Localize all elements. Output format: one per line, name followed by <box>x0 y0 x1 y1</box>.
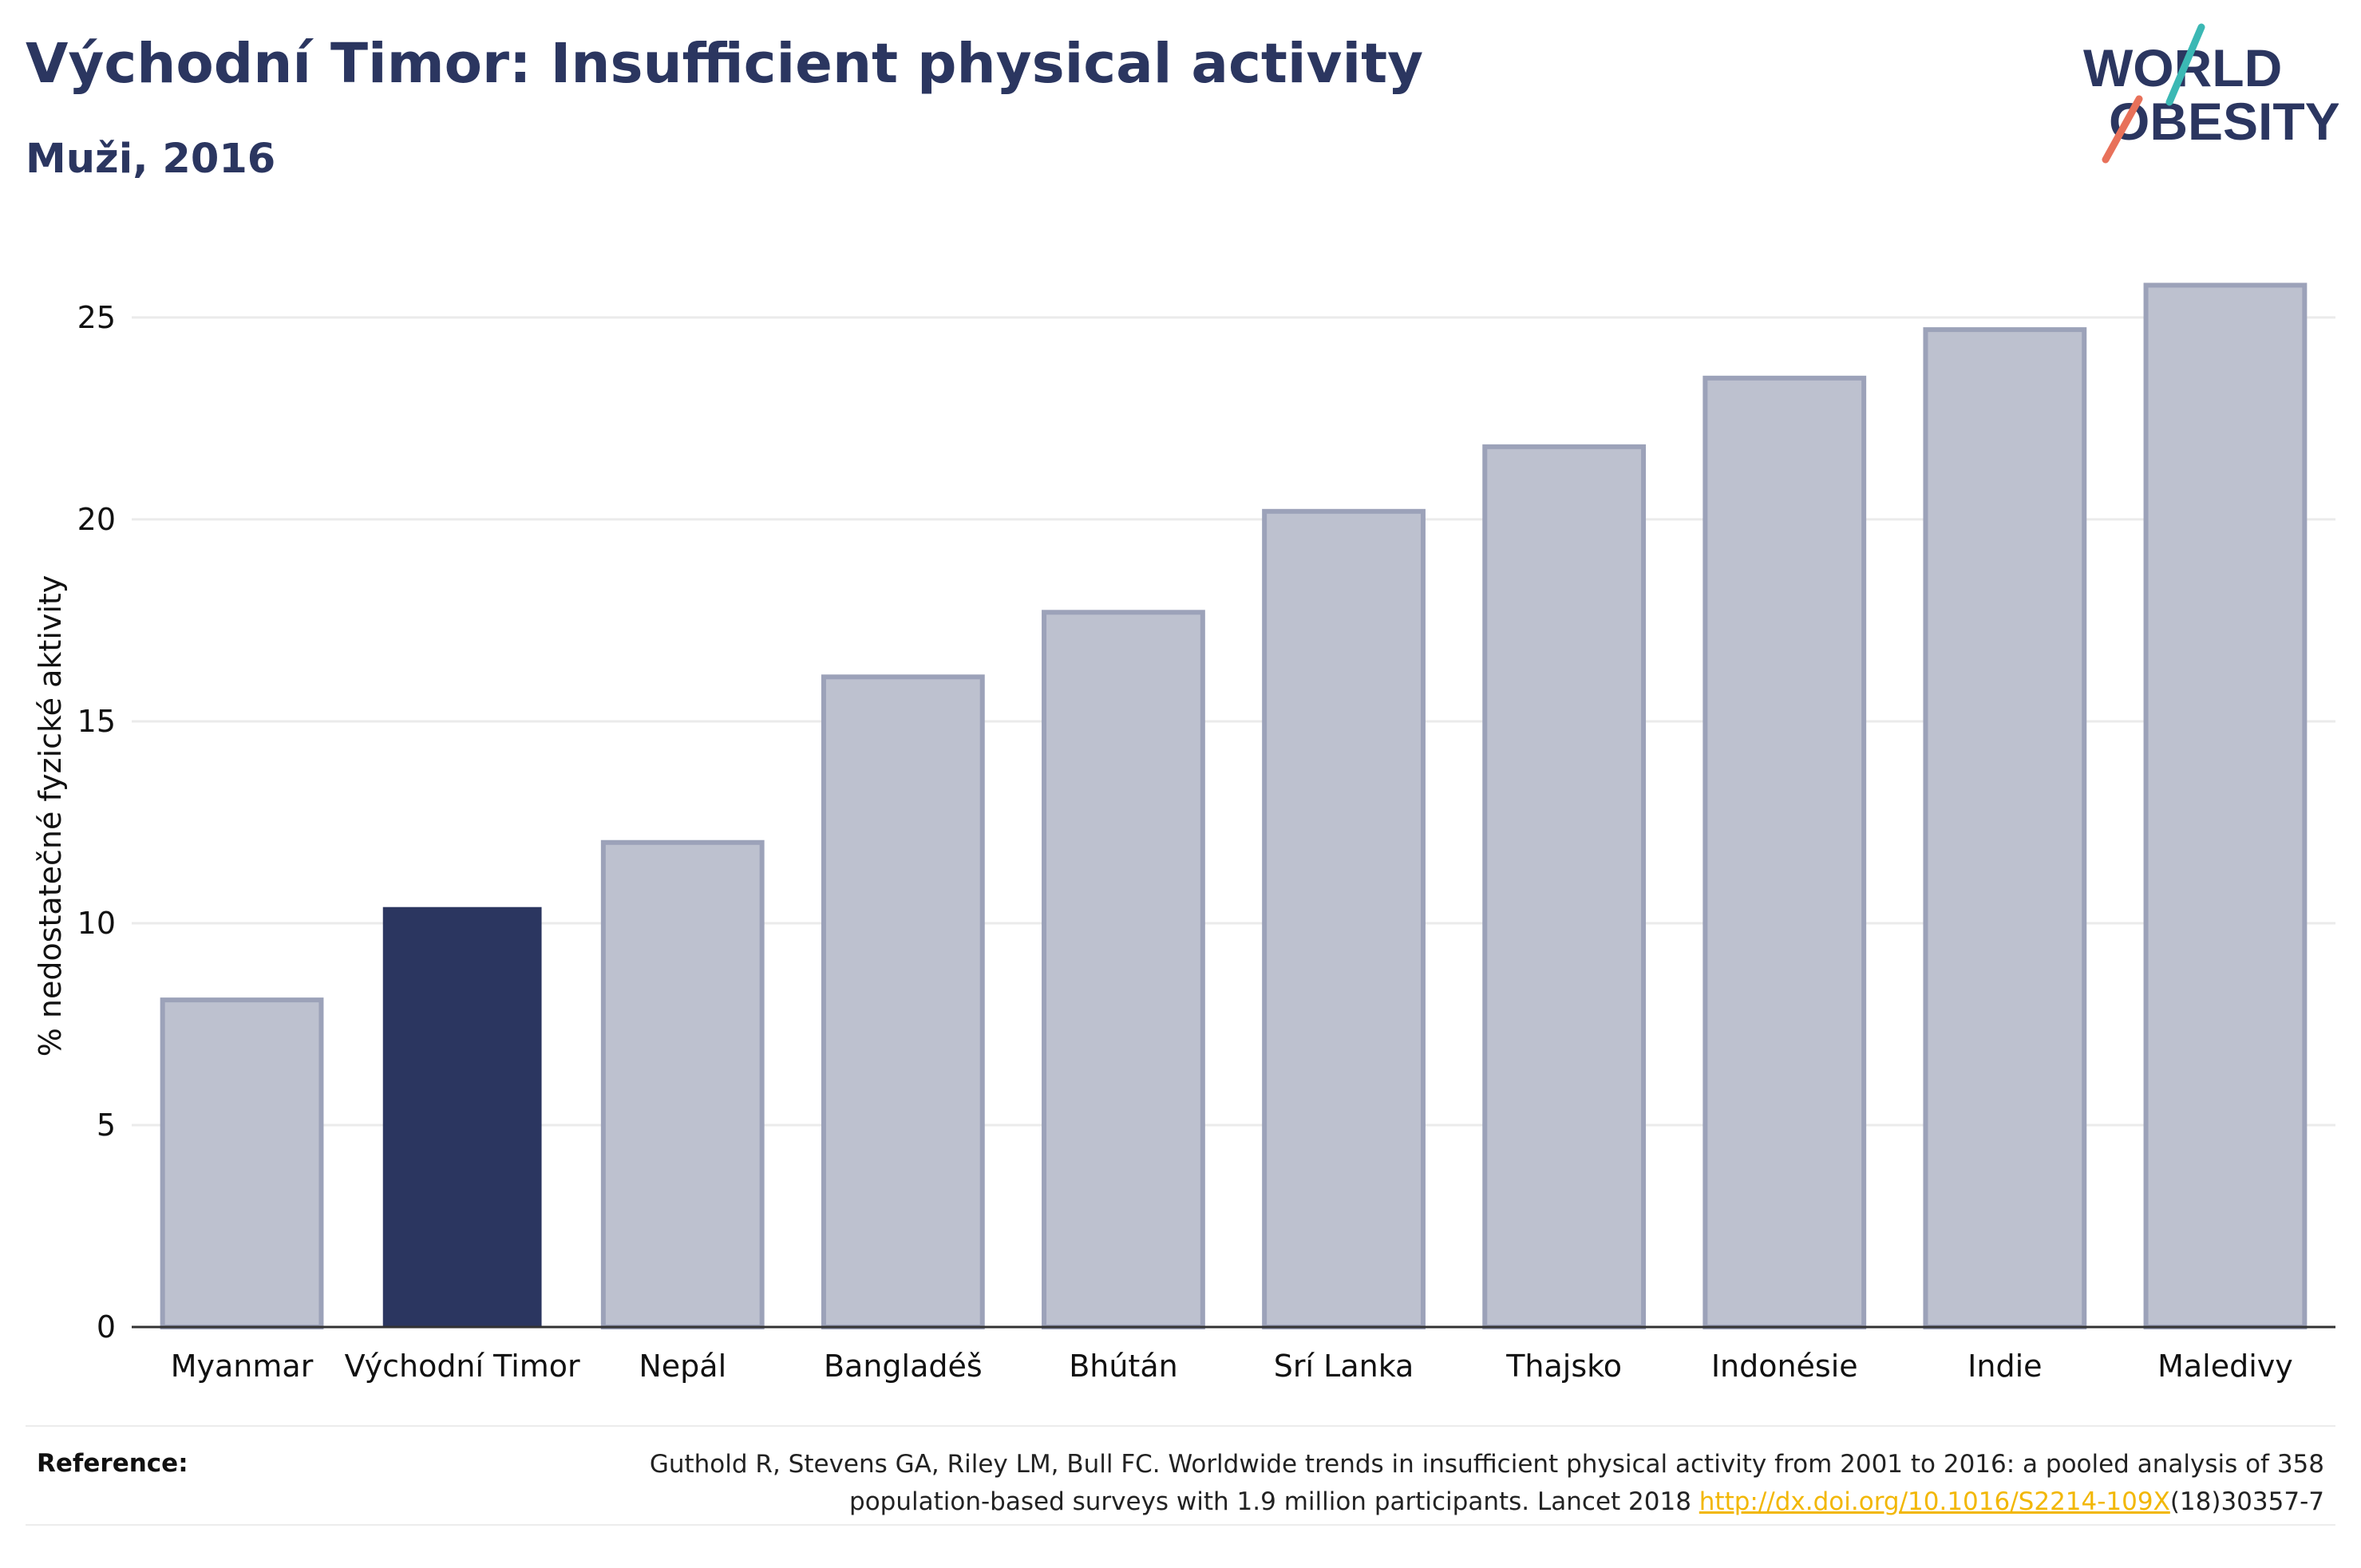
bar-highlighted <box>382 906 542 1327</box>
world-obesity-logo: WORLD OBESITY <box>2083 23 2339 164</box>
logo-slash-teal <box>2165 23 2205 106</box>
y-tick-label: 5 <box>97 1108 116 1143</box>
reference-doi-link[interactable]: http://dx.doi.org/10.1016/S2214-109X <box>1699 1487 2170 1516</box>
x-tick-label: Východní Timor <box>345 1349 580 1384</box>
reference-bottom-rule <box>26 1524 2335 1526</box>
x-tick-label: Bangladéš <box>824 1349 983 1384</box>
bar <box>160 997 324 1329</box>
bar <box>1262 508 1426 1329</box>
x-tick-label: Indie <box>1968 1349 2042 1384</box>
bar <box>1703 375 1867 1330</box>
logo-slash-coral <box>2102 95 2143 164</box>
reference-citation: Guthold R, Stevens GA, Riley LM, Bull FC… <box>649 1450 2324 1516</box>
x-tick-label: Srí Lanka <box>1274 1349 1414 1384</box>
y-axis-label: % nedostatečné fyzické aktivity <box>33 575 68 1057</box>
y-tick-label: 0 <box>97 1309 116 1345</box>
logo-word-obesity: OBESITY <box>2109 92 2339 151</box>
bar <box>2143 282 2308 1330</box>
x-tick-label: Nepál <box>639 1349 726 1384</box>
bar <box>1042 610 1205 1329</box>
reference-top-rule <box>26 1425 2335 1427</box>
bar <box>821 674 985 1329</box>
reference-text: Guthold R, Stevens GA, Riley LM, Bull FC… <box>568 1446 2324 1521</box>
x-tick-label: Indonésie <box>1711 1349 1858 1384</box>
x-tick-label: Myanmar <box>171 1349 314 1384</box>
bar-layer <box>160 282 2308 1330</box>
reference-label: Reference: <box>37 1449 188 1478</box>
bar <box>1923 327 2087 1329</box>
bar <box>1482 444 1647 1329</box>
x-tick-label: Bhútán <box>1069 1349 1178 1384</box>
x-tick-label: Maledivy <box>2157 1349 2293 1384</box>
y-tick-label: 25 <box>77 300 116 335</box>
y-tick-label: 20 <box>77 502 116 537</box>
tick-layer: 0 5 10 15 20 25 Myanmar Východní Timor Nepál Bang… <box>77 300 2293 1384</box>
bar-chart: 0 5 10 15 20 25 Myanmar Východní Timor Nepál Bang… <box>33 282 2335 1384</box>
reference-doi-suffix: (18)30357-7 <box>2169 1487 2324 1516</box>
bar <box>600 839 765 1330</box>
x-tick-label: Thajsko <box>1505 1349 1622 1384</box>
y-tick-label: 15 <box>77 704 116 739</box>
chart-subtitle: Muži, 2016 <box>26 136 276 183</box>
y-tick-label: 10 <box>77 906 116 941</box>
chart-title: Východní Timor: Insufficient physical ac… <box>26 32 1424 96</box>
